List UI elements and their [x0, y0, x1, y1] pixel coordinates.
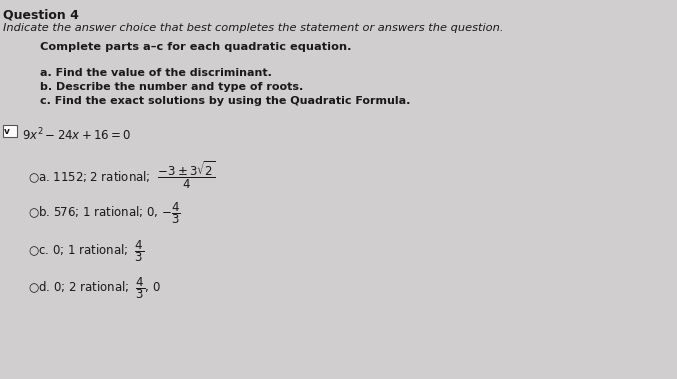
Text: v: v: [4, 127, 10, 136]
Text: Complete parts a–c for each quadratic equation.: Complete parts a–c for each quadratic eq…: [40, 42, 351, 52]
Text: Question 4: Question 4: [3, 8, 79, 21]
Text: c. Find the exact solutions by using the Quadratic Formula.: c. Find the exact solutions by using the…: [40, 96, 410, 106]
Text: $\bigcirc$d. 0; 2 rational;  $\dfrac{4}{3}$, 0: $\bigcirc$d. 0; 2 rational; $\dfrac{4}{3…: [28, 275, 161, 301]
Text: $\bigcirc$a. 1152; 2 rational;  $\dfrac{-3 \pm 3\sqrt{2}}{4}$: $\bigcirc$a. 1152; 2 rational; $\dfrac{-…: [28, 160, 216, 191]
Text: $\bigcirc$b. 576; 1 rational; 0, $-\dfrac{4}{3}$: $\bigcirc$b. 576; 1 rational; 0, $-\dfra…: [28, 200, 181, 226]
Text: $9x^2 - 24x + 16 = 0$: $9x^2 - 24x + 16 = 0$: [22, 127, 131, 144]
FancyBboxPatch shape: [3, 125, 17, 137]
Text: $\bigcirc$c. 0; 1 rational;  $\dfrac{4}{3}$: $\bigcirc$c. 0; 1 rational; $\dfrac{4}{3…: [28, 238, 144, 264]
Text: Indicate the answer choice that best completes the statement or answers the ques: Indicate the answer choice that best com…: [3, 23, 504, 33]
Text: b. Describe the number and type of roots.: b. Describe the number and type of roots…: [40, 82, 303, 92]
Text: a. Find the value of the discriminant.: a. Find the value of the discriminant.: [40, 68, 272, 78]
